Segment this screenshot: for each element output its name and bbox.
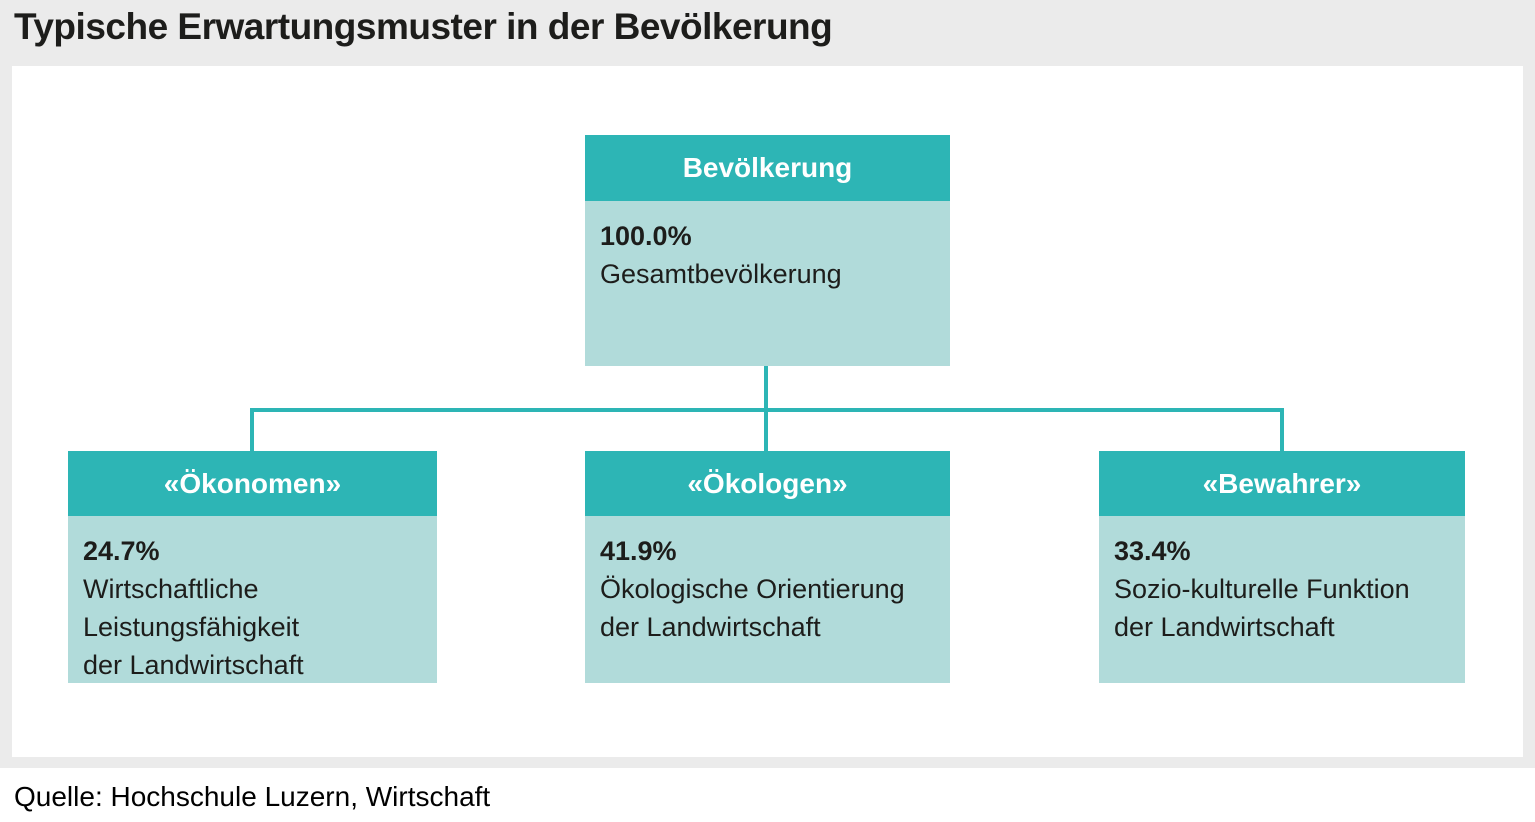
diagram-panel: Bevölkerung 100.0% Gesamtbevölkerung «Ök…: [12, 66, 1523, 757]
node-bevoelkerung-description: Gesamtbevölkerung: [600, 259, 842, 289]
node-oekonomen-value: 24.7%: [83, 536, 160, 566]
figure-background: Typische Erwartungsmuster in der Bevölke…: [0, 0, 1535, 768]
node-bewahrer-header: «Bewahrer»: [1099, 451, 1465, 516]
node-bevoelkerung: Bevölkerung 100.0% Gesamtbevölkerung: [585, 135, 950, 366]
node-bewahrer-description-line: Sozio-kulturelle Funktion: [1114, 574, 1410, 604]
node-bevoelkerung-header: Bevölkerung: [585, 135, 950, 201]
node-bewahrer: «Bewahrer» 33.4% Sozio-kulturelle Funkti…: [1099, 451, 1465, 683]
node-oekologen-header: «Ökologen»: [585, 451, 950, 516]
node-bewahrer-description-line: der Landwirtschaft: [1114, 612, 1335, 642]
page-title: Typische Erwartungsmuster in der Bevölke…: [14, 6, 833, 47]
source-note: Quelle: Hochschule Luzern, Wirtschaft: [14, 781, 491, 812]
node-oekologen-value: 41.9%: [600, 536, 677, 566]
node-oekonomen-description-line: der Landwirtschaft: [83, 650, 304, 680]
node-oekonomen-body: 24.7% Wirtschaftliche Leistungsfähigkeit…: [68, 516, 437, 683]
node-bewahrer-value: 33.4%: [1114, 536, 1191, 566]
node-bewahrer-body: 33.4% Sozio-kulturelle Funktion der Land…: [1099, 516, 1465, 683]
connector-right-vertical: [1280, 408, 1284, 451]
node-bevoelkerung-body: 100.0% Gesamtbevölkerung: [585, 201, 950, 366]
node-oekologen-body: 41.9% Ökologische Orientierung der Landw…: [585, 516, 950, 683]
node-oekonomen-description-line: Wirtschaftliche: [83, 574, 259, 604]
node-oekologen-description-line: Ökologische Orientierung: [600, 574, 905, 604]
node-bevoelkerung-value: 100.0%: [600, 221, 692, 251]
connector-left-vertical: [250, 408, 254, 451]
node-oekonomen-header: «Ökonomen»: [68, 451, 437, 516]
connector-horizontal: [250, 408, 1284, 412]
node-oekologen-description-line: der Landwirtschaft: [600, 612, 821, 642]
node-oekonomen-description-line: Leistungsfähigkeit: [83, 612, 300, 642]
node-oekonomen: «Ökonomen» 24.7% Wirtschaftliche Leistun…: [68, 451, 437, 683]
node-oekologen: «Ökologen» 41.9% Ökologische Orientierun…: [585, 451, 950, 683]
